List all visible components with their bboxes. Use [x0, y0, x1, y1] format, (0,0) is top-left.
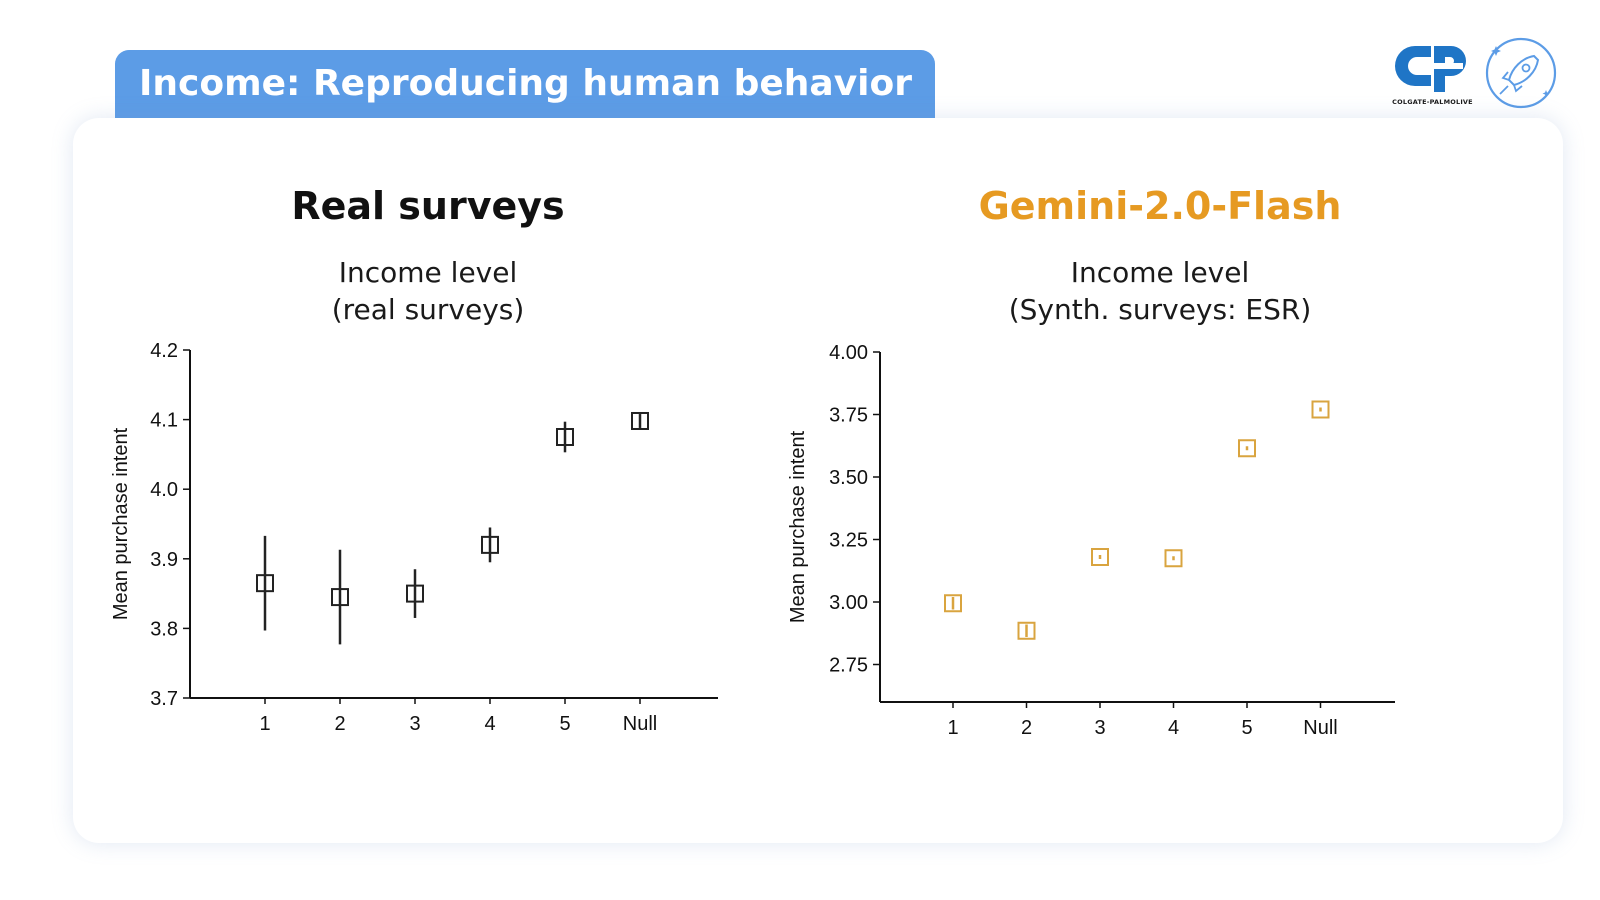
y-tick-label: 4.00 [829, 342, 868, 364]
panel-subtitle-gemini-line1: Income level [1070, 256, 1250, 289]
y-tick-label: 3.8 [150, 618, 178, 640]
content-card [73, 118, 1563, 843]
y-tick-label: 4.0 [150, 479, 178, 501]
y-tick-label: 3.7 [150, 688, 178, 710]
x-tick-label: 2 [1021, 717, 1032, 739]
rocket-logo-icon [1485, 37, 1557, 109]
x-tick-label: 5 [559, 713, 570, 735]
x-tick-label: 1 [947, 717, 958, 739]
data-point-marker [406, 584, 424, 603]
x-tick-label: Null [623, 713, 657, 735]
y-tick-label: 3.9 [150, 549, 178, 571]
y-tick-label: 3.75 [829, 405, 868, 427]
colgate-palmolive-logo: COLGATE-PALMOLIVE [1385, 38, 1480, 110]
y-tick-label: 3.50 [829, 467, 868, 489]
colgate-logo-text: COLGATE-PALMOLIVE [1392, 98, 1473, 106]
x-tick-label: 4 [484, 713, 495, 735]
panel-subtitle-real: Income level (real surveys) [168, 254, 688, 328]
data-point-marker [944, 594, 962, 613]
y-tick-label: 3.00 [829, 592, 868, 614]
y-axis-label: Mean purchase intent [110, 427, 132, 620]
y-tick-label: 2.75 [829, 655, 868, 677]
data-point-marker [1091, 548, 1109, 566]
data-point-marker [556, 428, 574, 446]
data-point-marker [331, 588, 349, 607]
x-tick-label: 3 [409, 713, 420, 735]
panel-subtitle-gemini-line2: (Synth. surveys: ESR) [1008, 293, 1312, 326]
panel-title-gemini: Gemini-2.0-Flash [978, 184, 1342, 228]
x-tick-label: 5 [1241, 717, 1252, 739]
panel-subtitle-gemini: Income level (Synth. surveys: ESR) [900, 254, 1420, 328]
chart-real-surveys: 3.7 3.8 3.9 4.0 4.1 4.2 Mean purchase intent 1 2… [110, 340, 718, 735]
data-point-marker [1238, 439, 1256, 458]
panel-subtitle-real-line1: Income level [338, 256, 518, 289]
data-point-marker [1311, 400, 1330, 419]
slide-title: Income: Reproducing human behavior [115, 50, 935, 125]
x-tick-label: 3 [1094, 717, 1105, 739]
x-tick-label: Null [1303, 717, 1337, 739]
data-point-marker [631, 411, 649, 430]
y-tick-label: 4.1 [150, 410, 178, 432]
data-point-marker [256, 574, 274, 593]
x-tick-label: 2 [334, 713, 345, 735]
panel-subtitle-real-line2: (real surveys) [331, 293, 525, 326]
x-tick-label: 4 [1168, 717, 1179, 739]
y-tick-label: 4.2 [150, 340, 178, 362]
panel-title-real: Real surveys [291, 184, 565, 228]
data-point-marker [1017, 621, 1036, 640]
x-tick-label: 1 [259, 713, 270, 735]
y-axis-label: Mean purchase intent [787, 430, 809, 623]
data-point-marker [1164, 549, 1183, 568]
y-tick-label: 3.25 [829, 530, 868, 552]
data-point-marker [481, 535, 499, 554]
chart-gemini-flash: 2.75 3.00 3.25 3.50 3.75 4.00 Mean purchase in… [787, 342, 1395, 739]
colgate-logo-icon [1395, 46, 1466, 92]
